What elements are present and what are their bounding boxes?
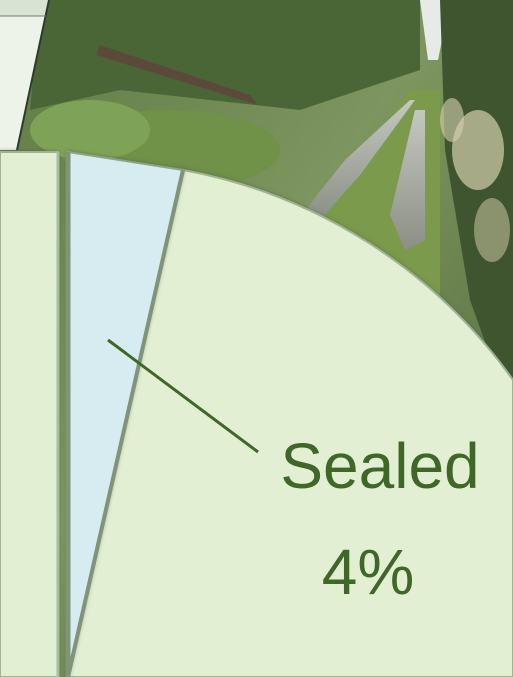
- sealed-leader-line: [107, 338, 259, 454]
- sealed-label: Sealed: [280, 430, 479, 502]
- pie-slice-other: [66, 168, 513, 677]
- pie-slice-left: [0, 151, 59, 677]
- title-panel: [0, 0, 50, 151]
- sealed-value-label: 4%: [322, 536, 415, 608]
- pie-chart: [0, 150, 513, 677]
